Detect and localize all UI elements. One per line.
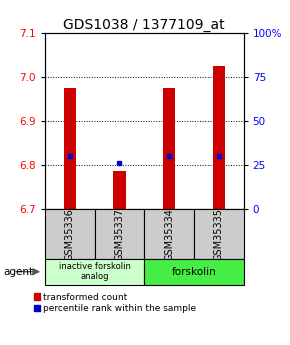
Bar (213, 66, 225, 209)
Text: GSM35334: GSM35334 (164, 208, 174, 261)
Title: GDS1038 / 1377109_at: GDS1038 / 1377109_at (64, 18, 225, 32)
Bar (45, 259, 144, 285)
Bar (163, 88, 175, 209)
Legend: transformed count, percentile rank within the sample: transformed count, percentile rank withi… (34, 293, 197, 313)
Text: GSM35336: GSM35336 (65, 208, 75, 261)
Bar (144, 259, 244, 285)
Text: GSM35335: GSM35335 (214, 208, 224, 261)
Bar (64, 88, 76, 209)
Text: agent: agent (3, 267, 33, 277)
Bar (45, 209, 95, 259)
Bar (194, 209, 244, 259)
Text: forskolin: forskolin (172, 267, 216, 277)
Bar (95, 209, 144, 259)
Text: GSM35337: GSM35337 (115, 208, 124, 261)
Bar (144, 209, 194, 259)
Bar (113, 171, 126, 209)
Text: inactive forskolin
analog: inactive forskolin analog (59, 262, 130, 282)
